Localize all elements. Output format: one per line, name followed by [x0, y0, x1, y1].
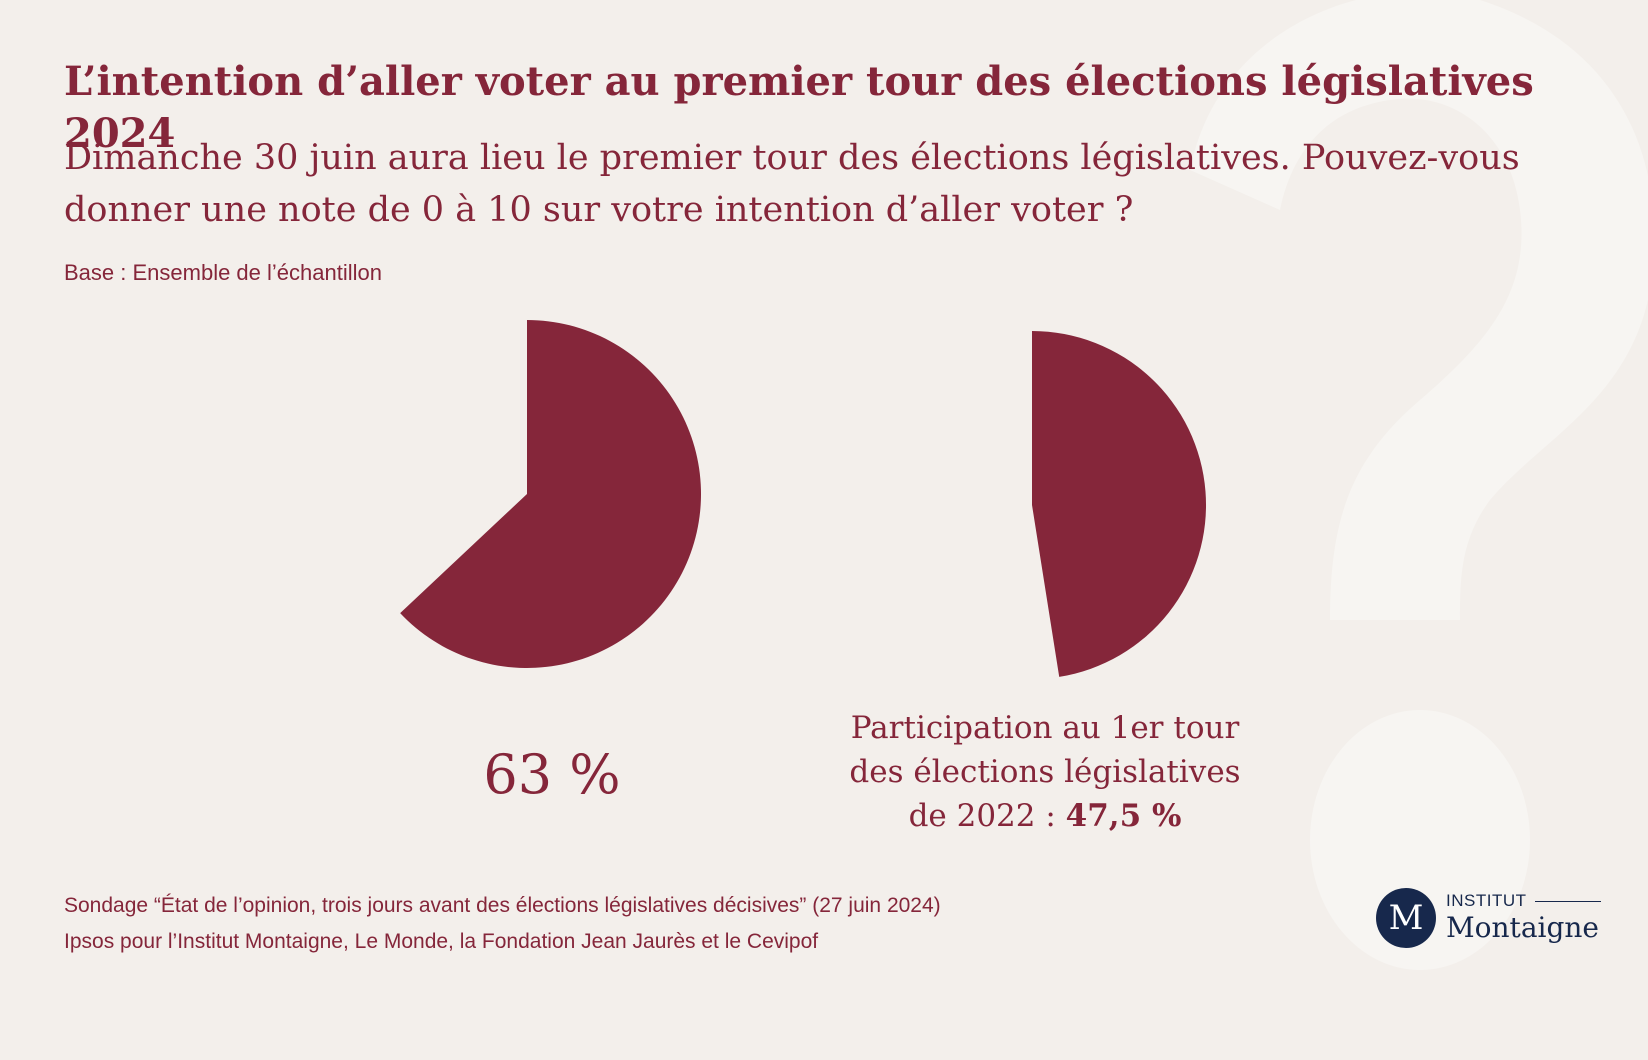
chart-subtitle: Dimanche 30 juin aura lieu le premier to… — [64, 138, 1520, 230]
pie-slice-2022-participation — [1032, 331, 1207, 677]
chart-title: L’intention d’aller voter au premier tou… — [64, 58, 1534, 157]
logo-mark-icon: M — [1376, 888, 1436, 948]
pie-label-2022-line3: de 2022 : 47,5 % — [830, 794, 1260, 838]
pie-label-2022: Participation au 1er tour des élections … — [830, 706, 1260, 838]
logo-top: INSTITUT — [1446, 891, 1601, 911]
logo-bottom-text: Montaigne — [1446, 911, 1599, 944]
source-note: Sondage “État de l’opinion, trois jours … — [64, 888, 941, 960]
pie-label-2022-line1: Participation au 1er tour — [850, 710, 1240, 746]
institut-montaigne-logo: M INSTITUT Montaigne — [1376, 888, 1601, 948]
pie-label-2022-value: 47,5 % — [1065, 798, 1182, 834]
pie-label-2024: 63 % — [483, 743, 621, 806]
logo-rule — [1534, 900, 1601, 902]
source-line-2: Ipsos pour l’Institut Montaigne, Le Mond… — [64, 930, 819, 953]
sample-base-note: Base : Ensemble de l’échantillon — [64, 260, 382, 285]
pie-slice-2024-intention — [400, 320, 702, 668]
logo-text: INSTITUT Montaigne — [1446, 891, 1601, 945]
source-line-1: Sondage “État de l’opinion, trois jours … — [64, 894, 941, 917]
pie-label-2022-prefix: de 2022 : — [908, 798, 1056, 834]
charts-canvas — [400, 320, 1207, 677]
logo-top-text: INSTITUT — [1446, 891, 1527, 910]
pie-label-2022-line2: des élections législatives — [849, 754, 1241, 790]
